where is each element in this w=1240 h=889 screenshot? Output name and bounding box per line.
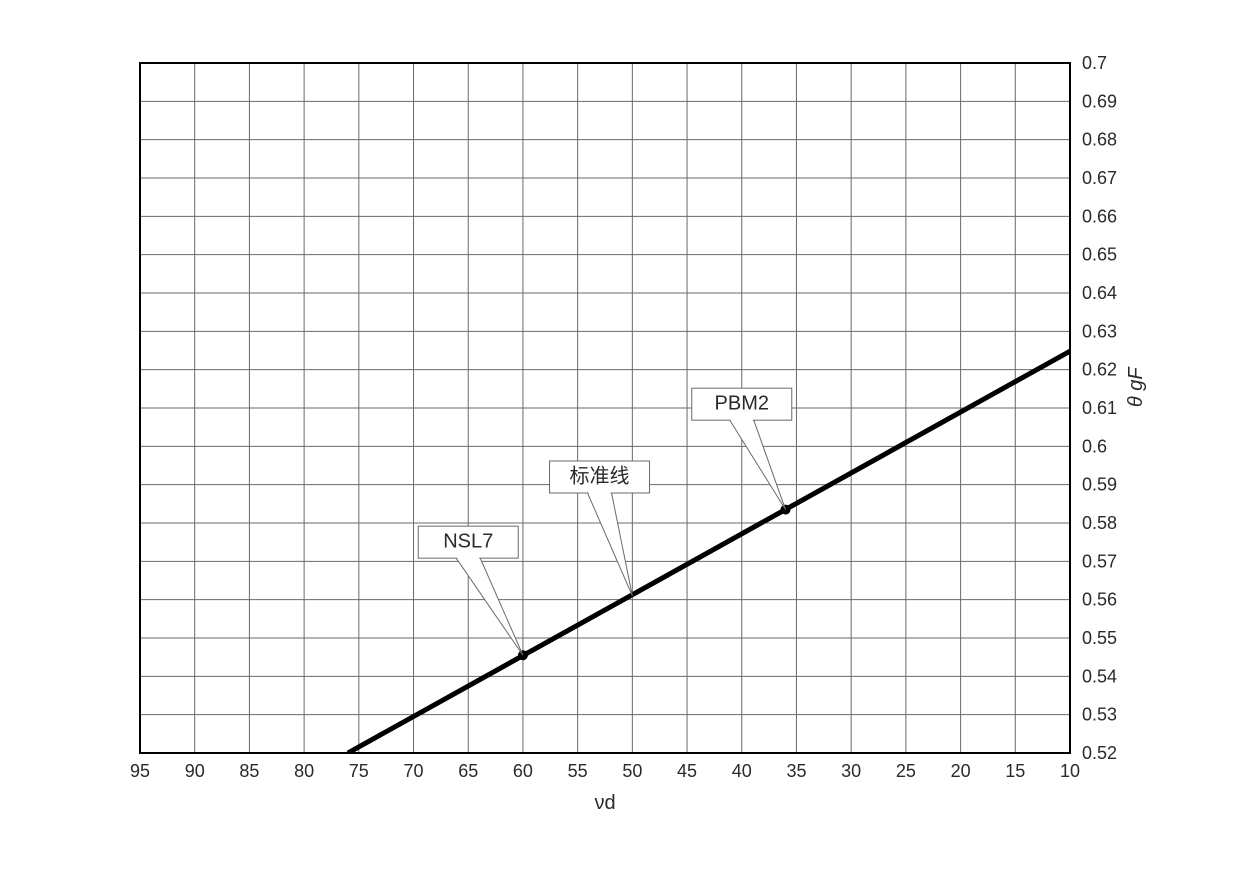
- y-axis-label: θ gF: [1125, 366, 1147, 408]
- x-tick-label: 65: [458, 761, 478, 781]
- x-axis-label: νd: [594, 792, 615, 814]
- y-tick-label: 0.66: [1082, 206, 1117, 226]
- callout-text-pbm2: PBM2: [715, 392, 769, 414]
- y-tick-label: 0.67: [1082, 168, 1117, 188]
- y-tick-label: 0.55: [1082, 628, 1117, 648]
- y-tick-label: 0.61: [1082, 398, 1117, 418]
- y-tick-label: 0.54: [1082, 666, 1117, 686]
- y-tick-label: 0.63: [1082, 321, 1117, 341]
- x-tick-label: 20: [951, 761, 971, 781]
- x-tick-label: 15: [1005, 761, 1025, 781]
- x-tick-label: 80: [294, 761, 314, 781]
- x-tick-label: 45: [677, 761, 697, 781]
- y-tick-label: 0.64: [1082, 283, 1117, 303]
- callout-text-standard: 标准线: [570, 464, 630, 487]
- y-tick-label: 0.53: [1082, 705, 1117, 725]
- y-tick-label: 0.65: [1082, 245, 1117, 265]
- callout-text-nsl7: NSL7: [443, 530, 493, 552]
- x-tick-label: 70: [404, 761, 424, 781]
- x-tick-label: 85: [239, 761, 259, 781]
- y-tick-label: 0.62: [1082, 360, 1117, 380]
- y-tick-label: 0.52: [1082, 743, 1117, 763]
- y-tick-label: 0.58: [1082, 513, 1117, 533]
- y-tick-label: 0.68: [1082, 130, 1117, 150]
- x-tick-label: 30: [841, 761, 861, 781]
- x-tick-label: 50: [622, 761, 642, 781]
- y-tick-label: 0.69: [1082, 91, 1117, 111]
- x-tick-label: 60: [513, 761, 533, 781]
- x-tick-label: 10: [1060, 761, 1080, 781]
- x-tick-label: 95: [130, 761, 150, 781]
- y-tick-label: 0.7: [1082, 53, 1107, 73]
- x-tick-label: 55: [568, 761, 588, 781]
- x-tick-label: 35: [786, 761, 806, 781]
- chart-container: NSL7 标准线 PBM2 95 90 85 80 75 70 65 60 55 50 45 40 35 30 2…: [0, 0, 1240, 889]
- y-tick-label: 0.57: [1082, 551, 1117, 571]
- x-tick-label: 40: [732, 761, 752, 781]
- x-tick-label: 75: [349, 761, 369, 781]
- chart-svg: NSL7 标准线 PBM2 95 90 85 80 75 70 65 60 55 50 45 40 35 30 2…: [0, 0, 1240, 889]
- y-tick-label: 0.6: [1082, 436, 1107, 456]
- x-tick-label: 90: [185, 761, 205, 781]
- y-tick-label: 0.59: [1082, 475, 1117, 495]
- x-tick-label: 25: [896, 761, 916, 781]
- y-tick-label: 0.56: [1082, 590, 1117, 610]
